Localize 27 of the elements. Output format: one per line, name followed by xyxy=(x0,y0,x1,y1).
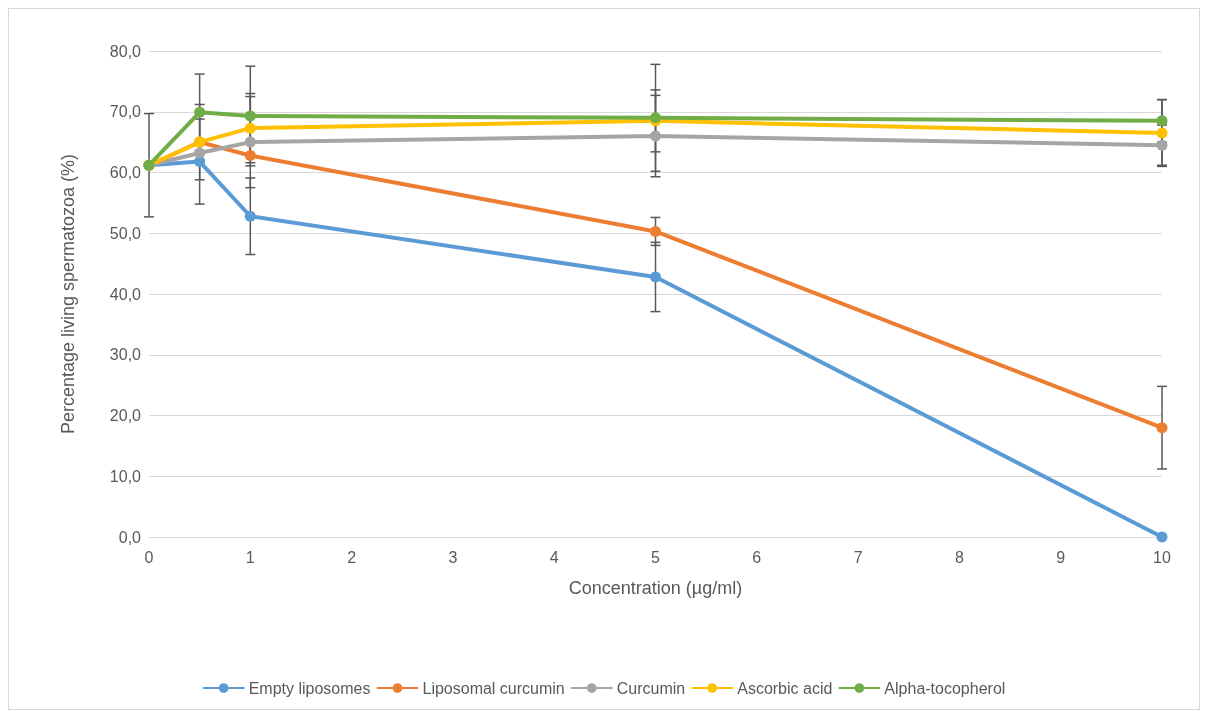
x-tick-label: 8 xyxy=(954,548,964,566)
x-tick-label: 1 xyxy=(245,548,255,566)
y-tick-label: 80,0 xyxy=(109,42,142,60)
x-tick-label: 0 xyxy=(144,548,154,566)
legend-label: Alpha-tocopherol xyxy=(884,679,1006,697)
x-tick-label: 2 xyxy=(347,548,357,566)
x-tick-label: 5 xyxy=(651,548,661,566)
y-tick-label: 30,0 xyxy=(109,346,142,364)
x-tick-label: 4 xyxy=(549,548,559,566)
y-tick-label: 60,0 xyxy=(109,164,142,181)
y-tick-label: 70,0 xyxy=(109,103,142,121)
x-tick-label: 9 xyxy=(1056,548,1066,566)
y-tick-label: 0,0 xyxy=(118,528,142,546)
x-tick-label: 7 xyxy=(853,548,863,566)
y-tick-label: 50,0 xyxy=(109,224,142,242)
y-tick-label: 20,0 xyxy=(109,407,142,424)
legend-label: Curcumin xyxy=(616,679,686,697)
y-tick-label: 10,0 xyxy=(109,467,142,485)
legend-label: Empty liposomes xyxy=(248,679,371,697)
x-tick-label: 10 xyxy=(1153,548,1171,566)
x-tick-label: 3 xyxy=(448,548,458,566)
legend-label: Ascorbic acid xyxy=(737,679,833,697)
x-tick-label: 6 xyxy=(752,548,762,566)
y-tick-label: 40,0 xyxy=(109,285,142,303)
legend-label: Liposomal curcumin xyxy=(422,679,565,697)
x-axis-title: Concentration (µg/ml) xyxy=(568,578,743,598)
y-axis-title: Percentage living spermatozoa (%) xyxy=(58,153,78,435)
